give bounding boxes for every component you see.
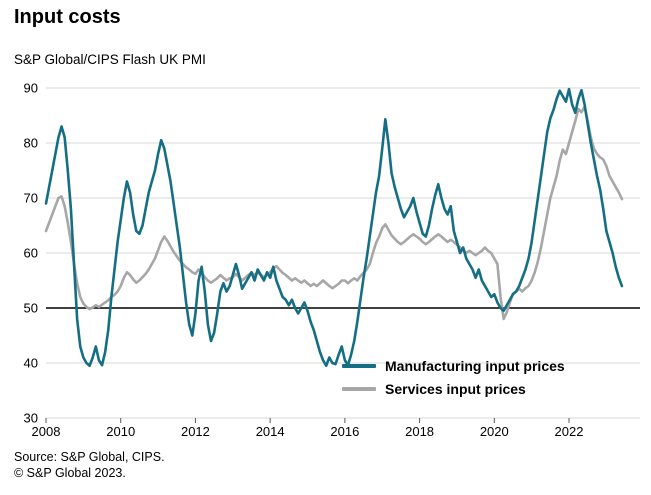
legend-label-services: Services input prices [385, 381, 526, 397]
legend-label-manufacturing: Manufacturing input prices [385, 358, 565, 374]
svg-text:30: 30 [24, 411, 38, 426]
svg-text:2016: 2016 [330, 424, 359, 439]
legend-line-manufacturing-icon [342, 364, 376, 368]
svg-text:90: 90 [24, 81, 38, 96]
svg-text:60: 60 [24, 246, 38, 261]
chart-area: 30 40 50 60 70 80 90 2008 2010 2012 2014 2016 2018 20… [0, 70, 651, 445]
pmi-line-chart: 30 40 50 60 70 80 90 2008 2010 2012 2014 2016 2018 20… [24, 81, 640, 439]
svg-text:70: 70 [24, 191, 38, 206]
chart-legend: Manufacturing input prices Services inpu… [342, 358, 565, 397]
legend-item-services: Services input prices [342, 381, 565, 397]
svg-text:2022: 2022 [555, 424, 584, 439]
legend-item-manufacturing: Manufacturing input prices [342, 358, 565, 374]
chart-subtitle: S&P Global/CIPS Flash UK PMI [14, 52, 206, 67]
svg-text:2008: 2008 [32, 424, 61, 439]
svg-text:2018: 2018 [405, 424, 434, 439]
svg-text:80: 80 [24, 136, 38, 151]
svg-text:2020: 2020 [480, 424, 509, 439]
svg-text:2012: 2012 [181, 424, 210, 439]
copyright-line: © S&P Global 2023. [14, 465, 126, 480]
source-block: Source: S&P Global, CIPS. © S&P Global 2… [14, 450, 165, 481]
chart-title: Input costs [14, 6, 121, 28]
svg-text:50: 50 [24, 301, 38, 316]
svg-text:40: 40 [24, 356, 38, 371]
svg-text:2014: 2014 [256, 424, 285, 439]
legend-line-services-icon [342, 387, 376, 391]
source-line: Source: S&P Global, CIPS. [14, 450, 165, 464]
svg-text:2010: 2010 [106, 424, 135, 439]
